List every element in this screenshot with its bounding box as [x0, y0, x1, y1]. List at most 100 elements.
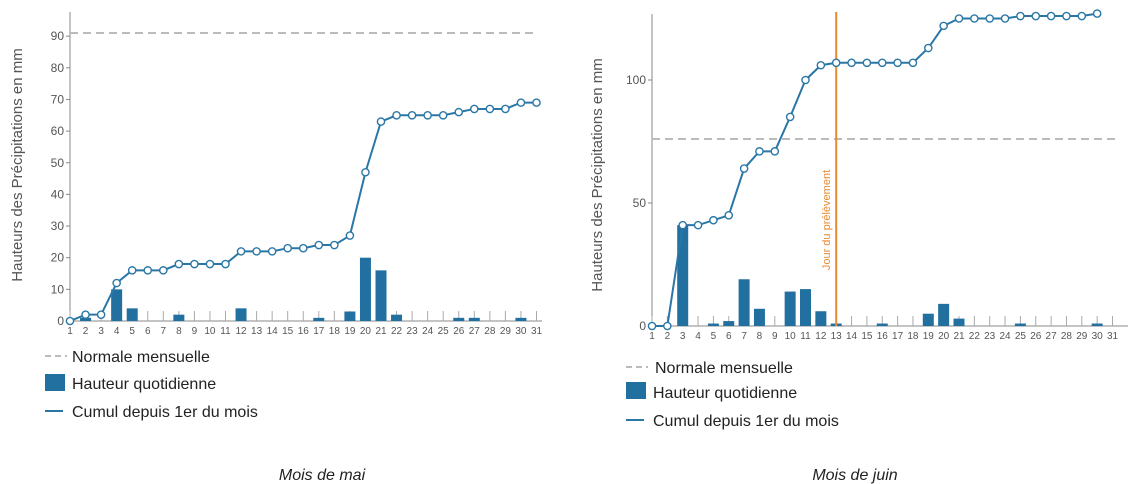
- x-tick-label: 23: [984, 331, 996, 342]
- y-tick-label: 0: [639, 319, 646, 333]
- x-tick-label: 31: [531, 326, 543, 337]
- cumul-point: [330, 240, 339, 250]
- bar: [953, 318, 965, 326]
- x-tick-label: 10: [204, 326, 216, 337]
- y-axis-label: Hauteurs des Précipitations en mm: [9, 48, 26, 281]
- x-tick-label: 11: [220, 326, 231, 337]
- cumul-point: [724, 210, 734, 220]
- cumul-point: [532, 98, 541, 107]
- legend-daily-swatch: [45, 374, 65, 391]
- y-tick-label: 0: [57, 314, 64, 328]
- legend-june: Normale mensuelle Hauteur quotidienne Cu…: [626, 360, 839, 430]
- x-tick-label: 11: [800, 331, 811, 342]
- cumul-point: [314, 240, 324, 250]
- x-tick-label: 4: [695, 331, 701, 342]
- bar: [515, 317, 527, 321]
- cumul-point: [469, 104, 479, 114]
- x-tick-label: 14: [267, 326, 279, 337]
- x-tick-label: 26: [453, 326, 465, 337]
- x-tick-label: 30: [515, 326, 527, 337]
- x-tick-label: 6: [726, 331, 732, 342]
- cumul-point: [1000, 14, 1010, 23]
- x-tick-label: 22: [969, 331, 981, 342]
- y-tick-label: 60: [51, 124, 65, 138]
- bar: [677, 225, 689, 326]
- x-tick-label: 2: [83, 326, 89, 337]
- x-tick-label: 25: [1015, 331, 1027, 342]
- x-tick-label: 25: [438, 326, 450, 337]
- cumul-point: [1077, 11, 1087, 21]
- bar: [784, 291, 796, 326]
- cumul-point: [376, 117, 386, 126]
- x-tick-label: 8: [757, 331, 763, 342]
- bar: [468, 317, 480, 321]
- caption-june: Mois de juin: [812, 467, 897, 484]
- x-tick-label: 9: [192, 326, 198, 337]
- cumul-point: [143, 266, 153, 275]
- y-tick-label: 30: [51, 219, 65, 233]
- x-tick-label: 17: [313, 326, 325, 337]
- bar: [1091, 323, 1103, 326]
- x-tick-label: 7: [741, 331, 747, 342]
- bar: [707, 323, 719, 326]
- cumul-point: [1016, 11, 1025, 21]
- bar: [111, 289, 123, 321]
- y-tick-label: 70: [51, 92, 65, 106]
- cumul-point: [893, 58, 902, 68]
- y-tick-label: 50: [633, 196, 647, 210]
- x-tick-label: 21: [953, 331, 965, 342]
- x-tick-label: 16: [877, 331, 889, 342]
- x-tick-label: 15: [282, 326, 294, 337]
- x-tick-label: 5: [129, 326, 135, 337]
- bar: [391, 314, 403, 321]
- cumul-point: [236, 247, 246, 256]
- cumul-point: [801, 75, 810, 85]
- cumul-point: [693, 220, 703, 230]
- cumul-point: [678, 220, 688, 230]
- bar: [753, 308, 765, 326]
- cumul-point: [190, 259, 199, 269]
- bar: [344, 311, 356, 321]
- x-tick-label: 29: [1076, 331, 1088, 342]
- cumul-point: [516, 98, 526, 107]
- x-tick-label: 28: [1061, 331, 1073, 342]
- cumul-point: [267, 247, 277, 256]
- legend-daily-swatch: [626, 382, 646, 399]
- cumul-point: [831, 58, 841, 68]
- cumul-point: [65, 316, 75, 326]
- x-tick-label: 18: [907, 331, 919, 342]
- legend-daily-label: Hauteur quotidienne: [72, 376, 216, 393]
- x-tick-label: 13: [831, 331, 843, 342]
- y-axis-label: Hauteurs des Précipitations en mm: [589, 58, 606, 291]
- x-tick-label: 15: [861, 331, 873, 342]
- cumul-point: [1062, 11, 1071, 21]
- cumul-point: [954, 14, 964, 23]
- legend-may: Normale mensuelle Hauteur quotidienne Cu…: [45, 349, 258, 421]
- y-tick-label: 100: [626, 73, 646, 87]
- legend-normal-label: Normale mensuelle: [655, 360, 793, 377]
- cumul-point: [345, 231, 355, 240]
- x-tick-label: 22: [391, 326, 403, 337]
- cumul-point: [501, 104, 510, 114]
- cumul-point: [454, 107, 464, 117]
- x-tick-label: 27: [1046, 331, 1058, 342]
- bar: [453, 317, 465, 321]
- bar: [723, 321, 735, 326]
- cumul-point: [847, 58, 856, 68]
- cumul-line: [69, 101, 537, 322]
- y-tick-label: 90: [51, 29, 65, 43]
- x-tick-label: 14: [846, 331, 858, 342]
- cumul-point: [205, 259, 215, 269]
- x-tick-label: 31: [1107, 331, 1119, 342]
- cumul-point: [158, 266, 168, 275]
- cumul-point: [112, 278, 121, 288]
- y-tick-label: 50: [51, 156, 65, 170]
- x-tick-label: 24: [422, 326, 434, 337]
- cumul-point: [298, 243, 308, 253]
- cumul-point: [1031, 11, 1041, 21]
- cumul-point: [877, 58, 887, 68]
- x-tick-label: 3: [98, 326, 104, 337]
- cumul-point: [361, 167, 370, 177]
- legend-normal-label: Normale mensuelle: [72, 349, 210, 366]
